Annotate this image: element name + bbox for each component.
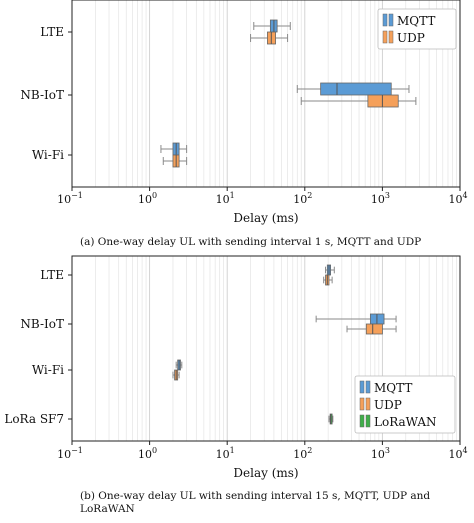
x-tick-label: 104 [448,191,467,206]
box-mqtt-lte [253,19,291,33]
legend-label: UDP [374,398,402,412]
box-body [320,82,392,96]
x-tick-label: 103 [371,191,390,206]
x-tick-label: 100 [138,191,157,206]
box-udp-lte [323,274,333,286]
box-lorawan-lora-sf7 [328,413,334,425]
legend-item-mqtt: MQTT [382,13,435,28]
x-axis-label: Delay (ms) [233,211,298,225]
caption-a: (a) One-way delay UL with sending interv… [80,236,422,248]
category-label-wi-fi: Wi-Fi [32,363,64,377]
box-udp-nb-iot [346,323,397,335]
legend-swatch [359,414,365,428]
x-tick-exponent: 3 [385,446,390,455]
x-tick-exponent: 1 [230,191,235,200]
x-tick-exponent: 3 [385,191,390,200]
category-label-nb-iot: NB-IoT [20,88,64,102]
legend-swatch [359,380,365,394]
plot-frame [71,255,461,442]
x-tick-label: 103 [371,446,390,461]
box-mqtt-wi-fi [175,359,183,371]
x-tick-label: 104 [448,446,467,461]
category-label-nb-iot: NB-IoT [20,317,64,331]
category-label-lte: LTE [40,268,64,282]
legend-item-lorawan: LoRaWAN [359,414,437,429]
legend: MQTT UDP [377,8,457,50]
legend-label: MQTT [374,381,412,395]
x-tick-exponent: 0 [152,446,157,455]
box-mqtt-nb-iot [296,82,410,96]
x-tick-exponent: 2 [307,191,312,200]
plot-frame [71,0,461,188]
legend-frame [354,375,456,434]
x-tick-label: 102 [293,191,312,206]
box-udp-nb-iot [300,94,417,108]
legend-label: MQTT [397,14,435,28]
x-tick-label: 100 [138,446,157,461]
box-body [367,94,399,108]
x-tick-exponent: 4 [462,446,467,455]
caption-b: (b) One-way delay UL with sending interv… [80,490,431,515]
x-tick-exponent: −1 [71,446,83,455]
legend-swatch [388,13,394,27]
legend-swatch [365,397,371,411]
legend-label: LoRaWAN [374,415,437,429]
category-label-lte: LTE [40,25,64,39]
legend-frame [377,8,457,50]
legend-swatch [359,397,365,411]
x-tick-label: 101 [216,446,235,461]
x-axis-label: Delay (ms) [233,466,298,480]
x-tick-label: 102 [293,446,312,461]
x-tick-exponent: 0 [152,191,157,200]
box-udp-wi-fi [162,154,188,168]
legend-swatch [365,414,371,428]
box-body [365,323,383,335]
legend-swatch [382,13,388,27]
box-udp-lte [250,31,289,45]
x-tick-exponent: 4 [462,191,467,200]
category-label-lora-sf7: LoRa SF7 [4,412,64,426]
x-tick-label: 10−1 [57,191,83,206]
box-udp-wi-fi [172,369,180,381]
x-tick-exponent: 1 [230,446,235,455]
x-tick-label: 10−1 [57,446,83,461]
category-label-wi-fi: Wi-Fi [32,148,64,162]
legend-item-udp: UDP [382,30,425,45]
legend-item-udp: UDP [359,397,402,412]
x-tick-exponent: 2 [307,446,312,455]
legend-item-mqtt: MQTT [359,380,412,395]
x-tick-label: 101 [216,191,235,206]
legend-swatch [365,380,371,394]
legend-swatch [388,30,394,44]
legend-swatch [382,30,388,44]
x-tick-exponent: −1 [71,191,83,200]
legend: MQTT UDP LoRaWAN [354,375,456,434]
legend-label: UDP [397,31,425,45]
